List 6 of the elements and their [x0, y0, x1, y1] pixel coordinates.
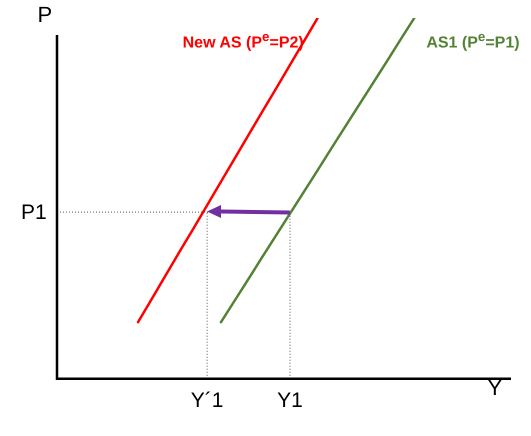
x-tick-label: Y1: [277, 389, 303, 412]
x-tick-label: Y´1: [190, 389, 224, 412]
ref-line-label: P1: [21, 200, 47, 224]
y-axis-title: P: [38, 2, 52, 27]
series-label: AS1 (P$^{e}$=P1): [426, 29, 520, 52]
x-axis-title: Y: [488, 374, 502, 400]
